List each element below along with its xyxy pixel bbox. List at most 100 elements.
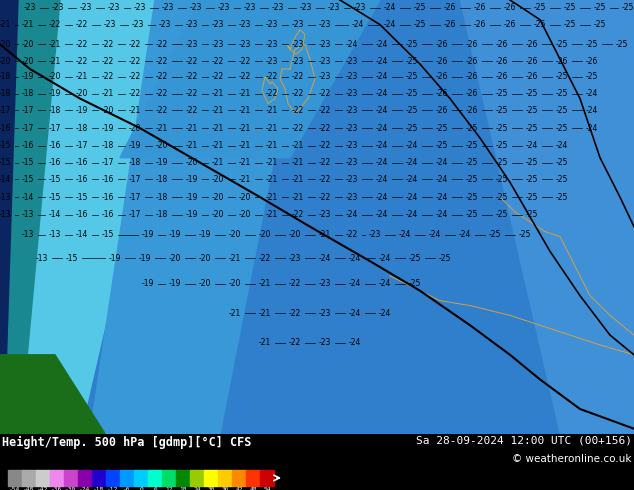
Text: -15: -15 <box>0 158 11 167</box>
Text: -23: -23 <box>346 73 358 81</box>
Text: -20: -20 <box>229 230 241 239</box>
Bar <box>162 470 176 486</box>
Text: -15: -15 <box>0 141 11 150</box>
Text: -26: -26 <box>474 3 486 12</box>
Text: -16: -16 <box>76 158 88 167</box>
Text: -19: -19 <box>169 279 181 288</box>
Text: -25: -25 <box>496 175 508 184</box>
Text: -23: -23 <box>292 40 304 49</box>
Text: -23: -23 <box>104 20 116 29</box>
Text: -23: -23 <box>319 309 331 318</box>
Text: -25: -25 <box>406 57 418 66</box>
Polygon shape <box>0 0 18 434</box>
Text: -22: -22 <box>156 57 168 66</box>
Text: -19: -19 <box>186 175 198 184</box>
Text: -22: -22 <box>292 89 304 98</box>
Text: -13: -13 <box>36 254 48 263</box>
Text: -24: -24 <box>376 73 388 81</box>
Text: -25: -25 <box>496 123 508 133</box>
Text: -21: -21 <box>292 175 304 184</box>
Text: -24: -24 <box>376 40 388 49</box>
Text: -24: -24 <box>376 57 388 66</box>
Text: -25: -25 <box>594 3 606 12</box>
Text: -16: -16 <box>102 175 114 184</box>
Text: -21: -21 <box>49 40 61 49</box>
Text: -23: -23 <box>266 20 278 29</box>
Text: -22: -22 <box>156 89 168 98</box>
Text: -26: -26 <box>556 57 568 66</box>
Text: -26: -26 <box>436 89 448 98</box>
Text: -20: -20 <box>102 106 114 115</box>
Text: -23: -23 <box>319 73 331 81</box>
Text: -24: -24 <box>319 254 331 263</box>
Text: -20: -20 <box>239 210 251 220</box>
Text: -17: -17 <box>49 123 61 133</box>
Text: -13: -13 <box>0 193 11 201</box>
Text: -23: -23 <box>319 40 331 49</box>
Text: -25: -25 <box>556 175 568 184</box>
Text: -21: -21 <box>259 279 271 288</box>
Text: -20: -20 <box>212 210 224 220</box>
Text: -22: -22 <box>319 158 331 167</box>
Text: -23: -23 <box>266 57 278 66</box>
Text: -25: -25 <box>496 106 508 115</box>
Text: -26: -26 <box>444 3 456 12</box>
Text: -22: -22 <box>319 89 331 98</box>
Text: -21: -21 <box>22 20 34 29</box>
Text: -25: -25 <box>496 193 508 201</box>
Text: 36: 36 <box>221 487 229 490</box>
Text: -22: -22 <box>76 40 88 49</box>
Text: -13: -13 <box>0 210 11 220</box>
Text: -22: -22 <box>212 57 224 66</box>
Text: -19: -19 <box>142 230 154 239</box>
Text: -17: -17 <box>129 175 141 184</box>
Text: -25: -25 <box>414 3 426 12</box>
Text: -15: -15 <box>22 175 34 184</box>
Text: -19: -19 <box>76 106 88 115</box>
Text: 0: 0 <box>139 487 143 490</box>
Text: -19: -19 <box>22 73 34 81</box>
Text: -23: -23 <box>319 279 331 288</box>
Text: -22: -22 <box>319 141 331 150</box>
Text: -25: -25 <box>526 106 538 115</box>
Text: -21: -21 <box>156 123 168 133</box>
Text: -23: -23 <box>346 57 358 66</box>
Text: -25: -25 <box>406 73 418 81</box>
Text: -26: -26 <box>474 20 486 29</box>
Text: -24: -24 <box>406 141 418 150</box>
Polygon shape <box>90 0 305 434</box>
Text: -25: -25 <box>556 106 568 115</box>
Text: -23: -23 <box>319 210 331 220</box>
Text: -20: -20 <box>289 230 301 239</box>
Text: -24: -24 <box>349 309 361 318</box>
Text: -21: -21 <box>239 89 251 98</box>
Text: -21: -21 <box>212 106 224 115</box>
Text: -25: -25 <box>439 254 451 263</box>
Text: -25: -25 <box>519 230 531 239</box>
Text: -23: -23 <box>354 3 366 12</box>
Bar <box>232 470 246 486</box>
Text: -25: -25 <box>526 158 538 167</box>
Text: -23: -23 <box>239 40 251 49</box>
Text: -23: -23 <box>212 40 224 49</box>
Text: -24: -24 <box>459 230 471 239</box>
Bar <box>78 470 92 486</box>
Text: -23: -23 <box>190 3 202 12</box>
Text: -21: -21 <box>292 158 304 167</box>
Text: -24: -24 <box>376 106 388 115</box>
Text: -15: -15 <box>22 158 34 167</box>
Text: -25: -25 <box>534 20 546 29</box>
Text: -21: -21 <box>266 158 278 167</box>
Text: -20: -20 <box>129 123 141 133</box>
Text: -20: -20 <box>169 254 181 263</box>
Text: -26: -26 <box>496 40 508 49</box>
Text: -24: -24 <box>376 193 388 201</box>
Text: -20: -20 <box>0 40 11 49</box>
Text: -20: -20 <box>22 57 34 66</box>
Bar <box>148 470 162 486</box>
Text: -14: -14 <box>22 193 34 201</box>
Text: -23: -23 <box>272 3 284 12</box>
Text: -24: -24 <box>526 141 538 150</box>
Text: -21: -21 <box>229 254 241 263</box>
Text: -15: -15 <box>102 230 114 239</box>
